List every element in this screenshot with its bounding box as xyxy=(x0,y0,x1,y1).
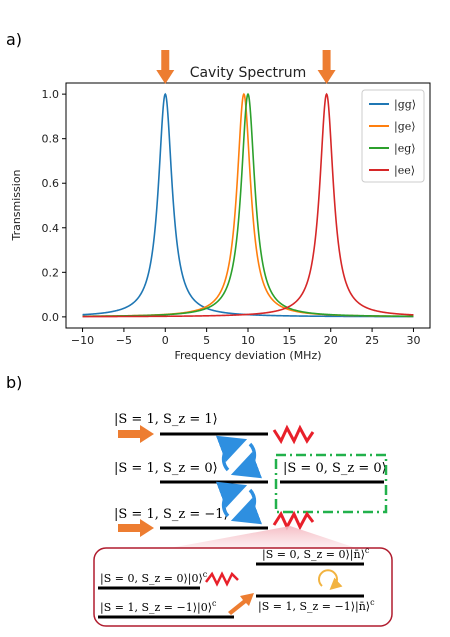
peak-marker-arrows xyxy=(156,50,336,84)
x-tick-label: 5 xyxy=(203,334,210,347)
y-ticks: 0.0 0.2 0.4 0.6 0.8 1.0 xyxy=(42,88,66,324)
label-triplet-minus: |S = 1, S_z = −1⟩ xyxy=(114,507,229,522)
legend-label: |ge⟩ xyxy=(394,120,416,134)
inset-label-singlet-nbar: |S = 0, S_z = 0⟩|n̄⟩c xyxy=(262,546,370,562)
x-tick-label: 30 xyxy=(406,334,420,347)
cycle-arrows-lower-icon xyxy=(215,481,263,525)
label-triplet-zero: |S = 1, S_z = 0⟩ xyxy=(114,461,218,476)
y-tick-label: 0.8 xyxy=(42,133,60,146)
legend-label: |ee⟩ xyxy=(394,164,415,178)
series-curves xyxy=(82,92,414,318)
x-axis-label: Frequency deviation (MHz) xyxy=(174,349,321,362)
inset-label-triplet-minus-nbar: |S = 1, S_z = −1⟩|n̄⟩c xyxy=(258,598,375,614)
x-tick-label: −10 xyxy=(71,334,94,347)
inset-box xyxy=(93,547,393,627)
inset-drive-arrow-icon xyxy=(228,593,254,615)
peak-marker-arrow-icon xyxy=(156,50,175,84)
x-tick-label: 25 xyxy=(365,334,379,347)
emission-zigzag-top-icon xyxy=(272,424,315,445)
inset-callout-wedge xyxy=(170,526,356,548)
inset-cycle-icon xyxy=(318,569,343,591)
x-tick-label: 20 xyxy=(324,334,338,347)
singlet-dashed-box xyxy=(274,453,388,514)
series-line-3 xyxy=(82,92,414,318)
legend: |gg⟩ |ge⟩ |eg⟩ |ee⟩ xyxy=(361,89,425,183)
emission-zigzag-bottom-icon xyxy=(272,510,315,531)
label-triplet-plus: |S = 1, S_z = 1⟩ xyxy=(114,412,218,427)
inset-emission-zigzag-icon xyxy=(205,571,239,587)
chart-title: Cavity Spectrum xyxy=(190,65,307,81)
x-tick-label: 10 xyxy=(241,334,255,347)
panel-b-label: b) xyxy=(6,373,22,392)
x-ticks: −10 −5 0 5 10 15 20 25 30 xyxy=(71,328,420,347)
series-line-4 xyxy=(82,92,414,318)
panel-a-label: a) xyxy=(6,30,22,49)
legend-label: |gg⟩ xyxy=(394,98,416,112)
y-tick-label: 0.4 xyxy=(42,222,60,235)
y-tick-label: 0.0 xyxy=(42,311,60,324)
y-tick-label: 0.6 xyxy=(42,177,60,190)
cycle-arrows-upper-icon xyxy=(215,435,263,479)
energy-level-diagram: |S = 1, S_z = 1⟩ |S = 1, S_z = 0⟩ |S = 1… xyxy=(93,412,393,627)
drive-arrow-top-icon xyxy=(118,425,154,443)
legend-label: |eg⟩ xyxy=(394,142,416,156)
label-singlet: |S = 0, S_z = 0⟩ xyxy=(283,461,387,476)
legend-box xyxy=(361,89,425,183)
y-tick-label: 0.2 xyxy=(42,266,60,279)
peak-marker-arrow-icon xyxy=(317,50,336,84)
x-tick-label: 15 xyxy=(282,334,296,347)
y-axis-label: Transmission xyxy=(10,169,23,241)
inset-label-triplet-minus-vac: |S = 1, S_z = −1⟩|0⟩c xyxy=(100,599,217,615)
x-tick-label: 0 xyxy=(162,334,169,347)
drive-arrow-bottom-icon xyxy=(118,519,154,537)
x-tick-label: −5 xyxy=(116,334,132,347)
inset-label-singlet-vac: |S = 0, S_z = 0⟩|0⟩c xyxy=(100,570,208,586)
y-tick-label: 1.0 xyxy=(42,88,60,101)
cavity-spectrum-chart: Cavity Spectrum Frequency deviation (MHz… xyxy=(10,50,431,362)
